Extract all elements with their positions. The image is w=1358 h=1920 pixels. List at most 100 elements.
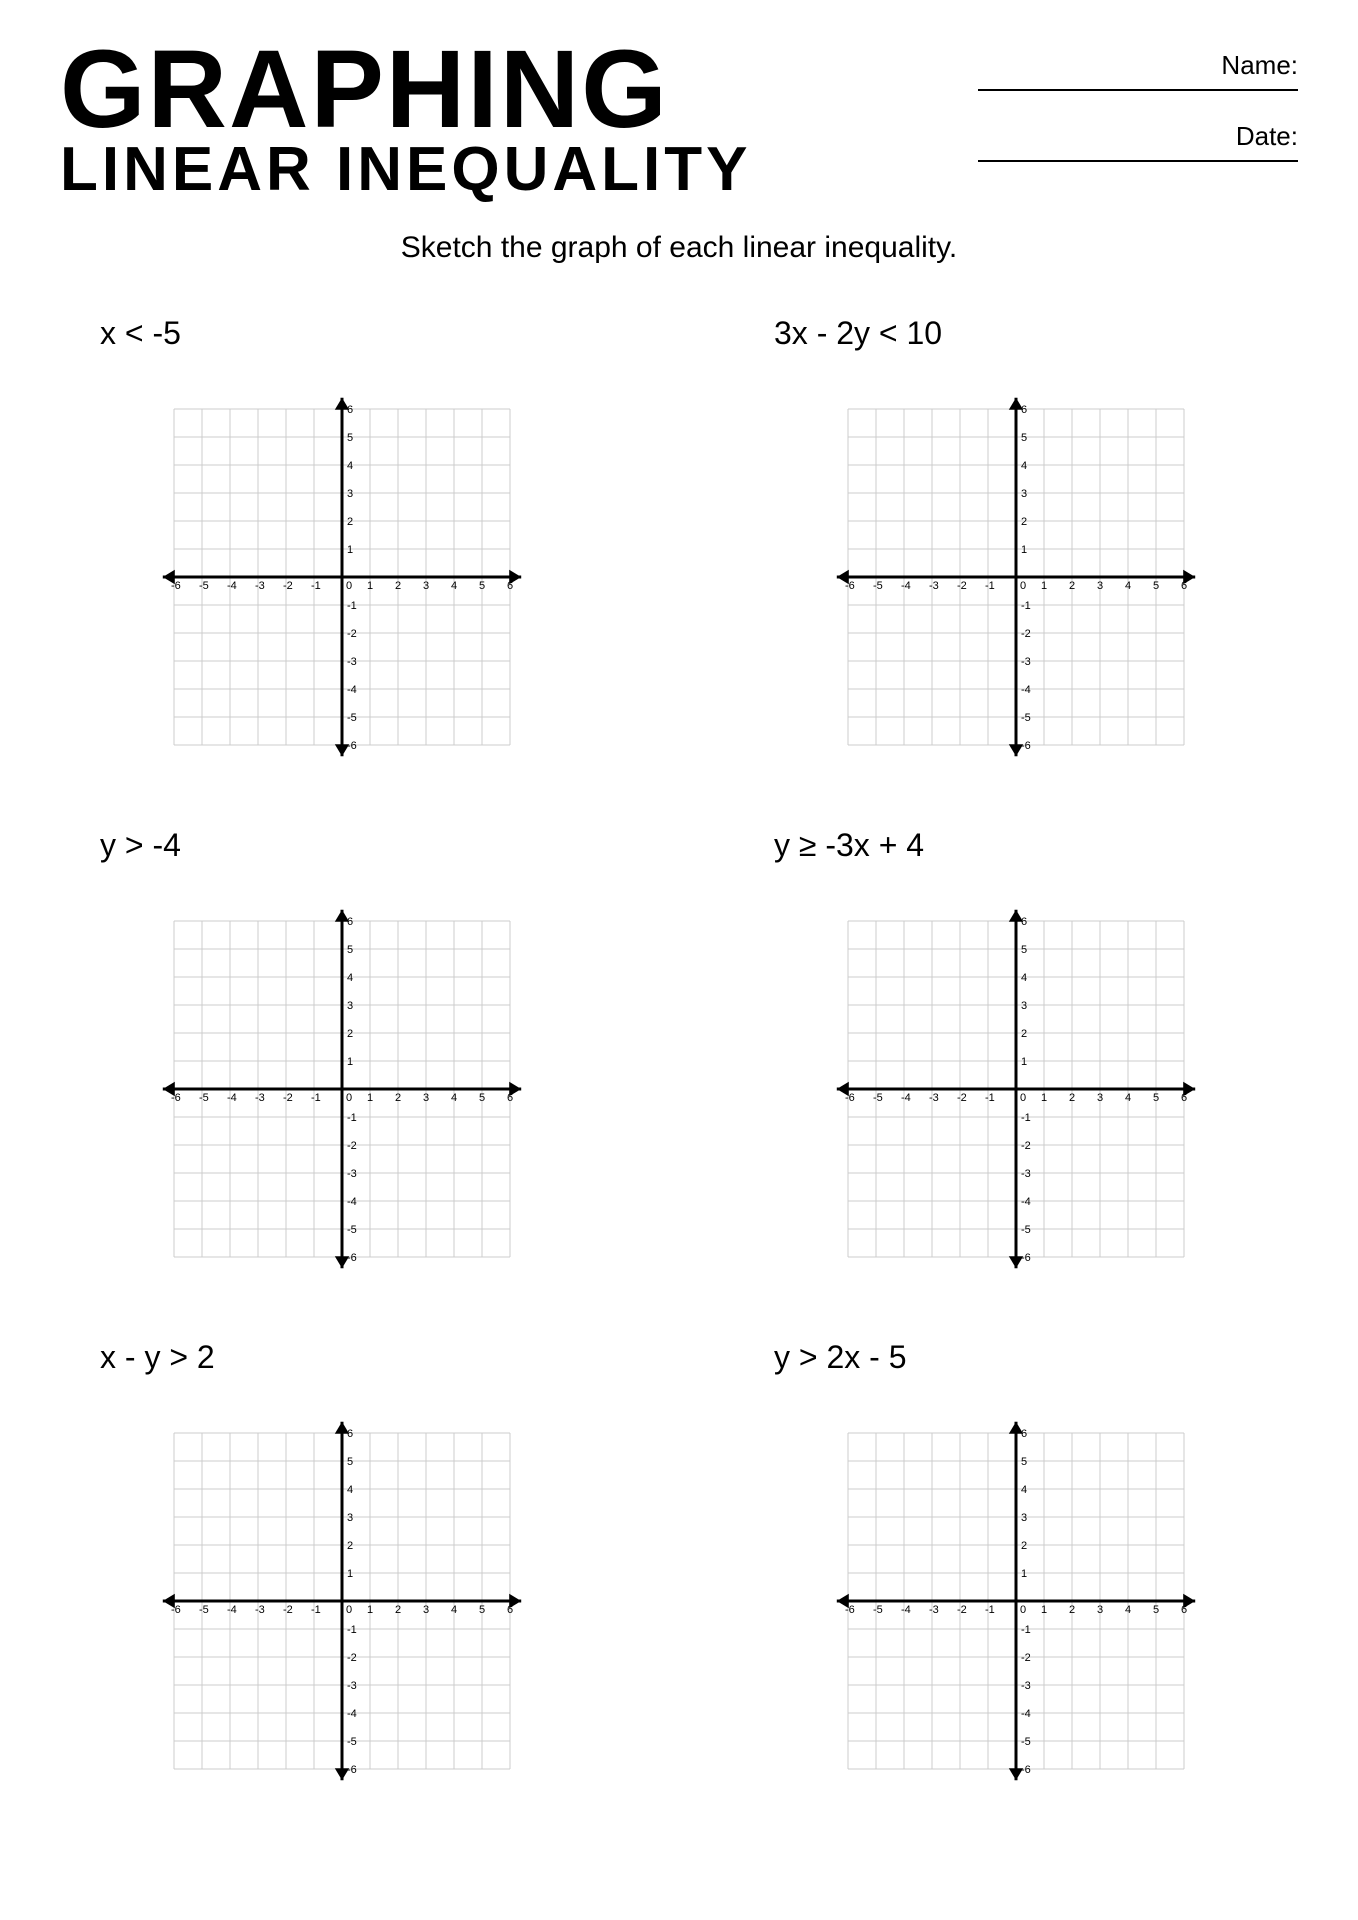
svg-text:5: 5 bbox=[1021, 432, 1027, 444]
svg-text:-4: -4 bbox=[901, 1604, 911, 1616]
svg-text:0: 0 bbox=[1020, 1092, 1026, 1104]
svg-text:5: 5 bbox=[1021, 1456, 1027, 1468]
svg-text:3: 3 bbox=[347, 1000, 353, 1012]
svg-text:3: 3 bbox=[423, 1092, 429, 1104]
problem-5: x - y > 2-6-6-5-5-4-4-3-3-2-2-1-10112233… bbox=[90, 1339, 594, 1811]
svg-text:-2: -2 bbox=[283, 1604, 293, 1616]
svg-text:5: 5 bbox=[479, 1604, 485, 1616]
title-block: GRAPHING LINEAR INEQUALITY bbox=[60, 40, 978, 201]
title-line2: LINEAR INEQUALITY bbox=[60, 139, 978, 201]
svg-text:-4: -4 bbox=[1021, 1708, 1031, 1720]
svg-text:1: 1 bbox=[367, 580, 373, 592]
svg-text:3: 3 bbox=[347, 1512, 353, 1524]
svg-text:-6: -6 bbox=[845, 1092, 855, 1104]
problem-label: x - y > 2 bbox=[100, 1339, 594, 1376]
svg-text:5: 5 bbox=[1153, 580, 1159, 592]
svg-text:-1: -1 bbox=[311, 1092, 321, 1104]
svg-text:1: 1 bbox=[1021, 1056, 1027, 1068]
svg-text:-2: -2 bbox=[347, 628, 357, 640]
svg-text:-2: -2 bbox=[957, 1092, 967, 1104]
svg-text:5: 5 bbox=[347, 432, 353, 444]
svg-text:6: 6 bbox=[1181, 1092, 1187, 1104]
name-line[interactable] bbox=[978, 89, 1298, 91]
coordinate-graph: -6-6-5-5-4-4-3-3-2-2-1-10112233445566 bbox=[132, 1391, 552, 1811]
problem-2: 3x - 2y < 10-6-6-5-5-4-4-3-3-2-2-1-10112… bbox=[764, 315, 1268, 787]
problem-4: y ≥ -3x + 4-6-6-5-5-4-4-3-3-2-2-1-101122… bbox=[764, 827, 1268, 1299]
svg-text:-5: -5 bbox=[1021, 1736, 1031, 1748]
svg-text:-6: -6 bbox=[1021, 1252, 1031, 1264]
student-fields: Name: Date: bbox=[978, 40, 1298, 192]
svg-text:2: 2 bbox=[347, 1028, 353, 1040]
svg-text:-4: -4 bbox=[347, 1708, 357, 1720]
svg-text:-1: -1 bbox=[311, 1604, 321, 1616]
svg-text:-3: -3 bbox=[255, 1604, 265, 1616]
svg-text:-3: -3 bbox=[347, 1680, 357, 1692]
svg-text:-4: -4 bbox=[227, 580, 237, 592]
date-field-group: Date: bbox=[978, 121, 1298, 162]
svg-text:-6: -6 bbox=[347, 740, 357, 752]
svg-text:-1: -1 bbox=[985, 1604, 995, 1616]
svg-text:5: 5 bbox=[479, 580, 485, 592]
svg-text:3: 3 bbox=[423, 1604, 429, 1616]
problem-6: y > 2x - 5-6-6-5-5-4-4-3-3-2-2-1-1011223… bbox=[764, 1339, 1268, 1811]
svg-text:-5: -5 bbox=[873, 1604, 883, 1616]
graph-wrap: -6-6-5-5-4-4-3-3-2-2-1-10112233445566 bbox=[764, 879, 1268, 1299]
svg-text:-4: -4 bbox=[227, 1092, 237, 1104]
svg-text:4: 4 bbox=[451, 1092, 457, 1104]
svg-text:1: 1 bbox=[1041, 1092, 1047, 1104]
coordinate-graph: -6-6-5-5-4-4-3-3-2-2-1-10112233445566 bbox=[132, 879, 552, 1299]
graph-wrap: -6-6-5-5-4-4-3-3-2-2-1-10112233445566 bbox=[764, 367, 1268, 787]
svg-text:-4: -4 bbox=[227, 1604, 237, 1616]
svg-text:-2: -2 bbox=[957, 1604, 967, 1616]
svg-text:-4: -4 bbox=[901, 1092, 911, 1104]
graph-wrap: -6-6-5-5-4-4-3-3-2-2-1-10112233445566 bbox=[90, 1391, 594, 1811]
svg-text:-1: -1 bbox=[1021, 1112, 1031, 1124]
svg-text:1: 1 bbox=[1021, 1568, 1027, 1580]
svg-text:-2: -2 bbox=[1021, 1140, 1031, 1152]
svg-text:-1: -1 bbox=[347, 600, 357, 612]
svg-text:4: 4 bbox=[1125, 1604, 1131, 1616]
svg-text:6: 6 bbox=[347, 916, 353, 928]
svg-text:0: 0 bbox=[346, 1092, 352, 1104]
svg-text:2: 2 bbox=[1021, 1028, 1027, 1040]
title-line1: GRAPHING bbox=[60, 40, 978, 139]
coordinate-graph: -6-6-5-5-4-4-3-3-2-2-1-10112233445566 bbox=[806, 879, 1226, 1299]
graph-wrap: -6-6-5-5-4-4-3-3-2-2-1-10112233445566 bbox=[90, 367, 594, 787]
problem-3: y > -4-6-6-5-5-4-4-3-3-2-2-1-10112233445… bbox=[90, 827, 594, 1299]
svg-text:4: 4 bbox=[1021, 460, 1027, 472]
svg-text:-1: -1 bbox=[347, 1112, 357, 1124]
problem-1: x < -5-6-6-5-5-4-4-3-3-2-2-1-10112233445… bbox=[90, 315, 594, 787]
svg-text:-5: -5 bbox=[1021, 1224, 1031, 1236]
svg-text:0: 0 bbox=[1020, 580, 1026, 592]
svg-text:-5: -5 bbox=[347, 1224, 357, 1236]
svg-text:-4: -4 bbox=[1021, 1196, 1031, 1208]
svg-text:0: 0 bbox=[346, 580, 352, 592]
svg-text:5: 5 bbox=[347, 1456, 353, 1468]
name-field-group: Name: bbox=[978, 50, 1298, 91]
svg-text:1: 1 bbox=[367, 1604, 373, 1616]
svg-text:2: 2 bbox=[347, 516, 353, 528]
coordinate-graph: -6-6-5-5-4-4-3-3-2-2-1-10112233445566 bbox=[806, 367, 1226, 787]
svg-text:-6: -6 bbox=[171, 1092, 181, 1104]
svg-text:-3: -3 bbox=[347, 656, 357, 668]
svg-text:1: 1 bbox=[367, 1092, 373, 1104]
svg-text:-6: -6 bbox=[171, 1604, 181, 1616]
svg-text:0: 0 bbox=[1020, 1604, 1026, 1616]
svg-text:2: 2 bbox=[395, 1092, 401, 1104]
svg-text:4: 4 bbox=[347, 460, 353, 472]
svg-text:3: 3 bbox=[1097, 1604, 1103, 1616]
svg-text:-6: -6 bbox=[347, 1764, 357, 1776]
svg-text:4: 4 bbox=[347, 972, 353, 984]
svg-text:-5: -5 bbox=[199, 1604, 209, 1616]
svg-text:1: 1 bbox=[347, 1568, 353, 1580]
svg-text:-3: -3 bbox=[929, 1604, 939, 1616]
svg-text:2: 2 bbox=[1069, 580, 1075, 592]
date-line[interactable] bbox=[978, 160, 1298, 162]
svg-text:-2: -2 bbox=[283, 580, 293, 592]
graph-wrap: -6-6-5-5-4-4-3-3-2-2-1-10112233445566 bbox=[764, 1391, 1268, 1811]
svg-text:6: 6 bbox=[347, 404, 353, 416]
svg-text:6: 6 bbox=[507, 1092, 513, 1104]
svg-text:-3: -3 bbox=[255, 1092, 265, 1104]
svg-text:-2: -2 bbox=[283, 1092, 293, 1104]
svg-text:1: 1 bbox=[1041, 580, 1047, 592]
